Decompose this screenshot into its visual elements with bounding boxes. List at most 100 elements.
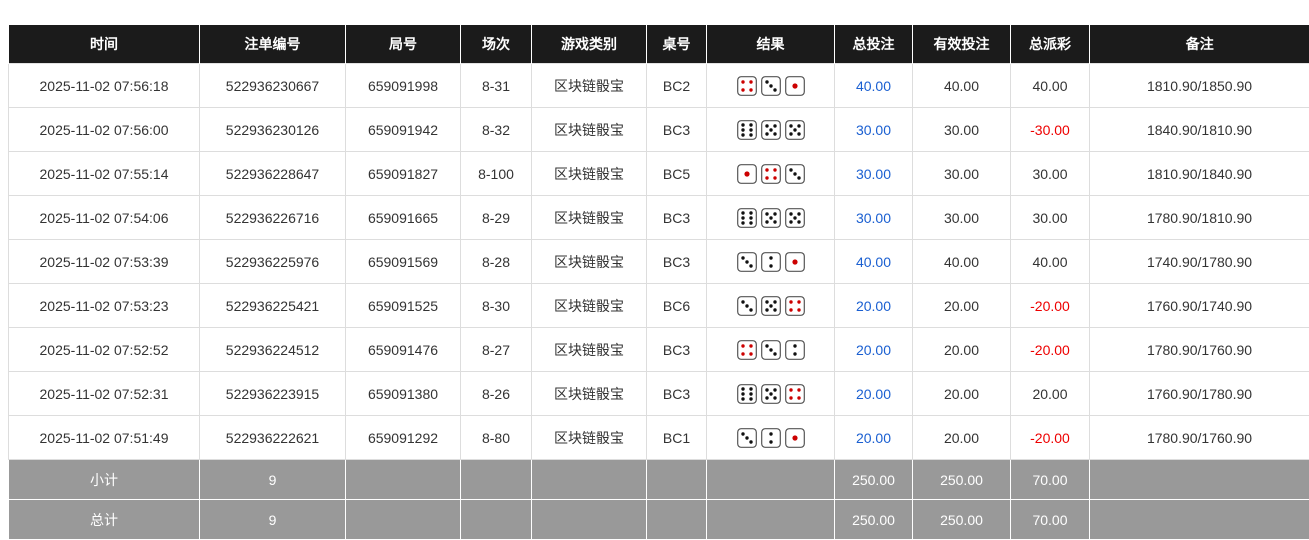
result-cell [707,152,835,196]
time-cell: 2025-11-02 07:52:31 [9,372,200,416]
empty-cell [1090,460,1309,500]
total-bet-cell: 30.00 [835,196,913,240]
note-cell: 1810.90/1840.90 [1090,152,1309,196]
empty-cell [346,460,461,500]
column-header: 时间 [9,25,200,64]
dice-3-icon [785,164,805,184]
total-bet-cell: 40.00 [835,64,913,108]
note-cell: 1780.90/1760.90 [1090,416,1309,460]
round-cell: 659091476 [346,328,461,372]
dice-5-icon [761,296,781,316]
valid-bet-cell: 20.00 [913,416,1011,460]
dice-3-icon [737,296,757,316]
session-cell: 8-26 [461,372,532,416]
dice-5-icon [785,120,805,140]
payout-cell: 30.00 [1011,152,1090,196]
game-type-cell: 区块链骰宝 [532,372,647,416]
payout-cell: -20.00 [1011,328,1090,372]
empty-cell [1090,500,1309,540]
session-cell: 8-28 [461,240,532,284]
footer-valid: 250.00 [913,460,1011,500]
order-id-cell: 522936230667 [200,64,346,108]
valid-bet-cell: 30.00 [913,108,1011,152]
order-id-cell: 522936228647 [200,152,346,196]
round-cell: 659091942 [346,108,461,152]
column-header: 总投注 [835,25,913,64]
dice-2-icon [761,252,781,272]
table-id-cell: BC3 [647,328,707,372]
round-cell: 659091998 [346,64,461,108]
total-bet-cell: 30.00 [835,108,913,152]
order-id-cell: 522936225976 [200,240,346,284]
payout-cell: -30.00 [1011,108,1090,152]
time-cell: 2025-11-02 07:51:49 [9,416,200,460]
round-cell: 659091525 [346,284,461,328]
dice-4-icon [761,164,781,184]
dice-3-icon [737,252,757,272]
footer-valid: 250.00 [913,500,1011,540]
result-cell [707,64,835,108]
valid-bet-cell: 40.00 [913,240,1011,284]
dice-1-icon [785,252,805,272]
empty-cell [532,460,647,500]
column-header: 场次 [461,25,532,64]
column-header: 总派彩 [1011,25,1090,64]
column-header: 游戏类别 [532,25,647,64]
note-cell: 1810.90/1850.90 [1090,64,1309,108]
order-id-cell: 522936230126 [200,108,346,152]
dice-4-icon [737,340,757,360]
footer-count: 9 [200,460,346,500]
dice-6-icon [737,208,757,228]
order-id-cell: 522936223915 [200,372,346,416]
dice-5-icon [785,208,805,228]
dice-3-icon [737,428,757,448]
dice-4-icon [785,384,805,404]
dice-4-icon [785,296,805,316]
round-cell: 659091665 [346,196,461,240]
valid-bet-cell: 20.00 [913,284,1011,328]
result-cell [707,372,835,416]
empty-cell [647,460,707,500]
empty-cell [647,500,707,540]
column-header: 桌号 [647,25,707,64]
dice-3-icon [761,76,781,96]
table-id-cell: BC5 [647,152,707,196]
table-id-cell: BC2 [647,64,707,108]
game-type-cell: 区块链骰宝 [532,284,647,328]
footer-label: 小计 [9,460,200,500]
note-cell: 1780.90/1810.90 [1090,196,1309,240]
dice-6-icon [737,120,757,140]
session-cell: 8-32 [461,108,532,152]
dice-5-icon [761,208,781,228]
empty-cell [346,500,461,540]
dice-6-icon [737,384,757,404]
total-bet-cell: 20.00 [835,372,913,416]
valid-bet-cell: 20.00 [913,328,1011,372]
column-header: 有效投注 [913,25,1011,64]
payout-cell: 40.00 [1011,240,1090,284]
table-id-cell: BC3 [647,196,707,240]
time-cell: 2025-11-02 07:56:00 [9,108,200,152]
game-type-cell: 区块链骰宝 [532,196,647,240]
order-id-cell: 522936224512 [200,328,346,372]
session-cell: 8-30 [461,284,532,328]
game-type-cell: 区块链骰宝 [532,108,647,152]
session-cell: 8-27 [461,328,532,372]
note-cell: 1740.90/1780.90 [1090,240,1309,284]
footer-label: 总计 [9,500,200,540]
footer-payout: 70.00 [1011,460,1090,500]
table-id-cell: BC3 [647,240,707,284]
result-cell [707,240,835,284]
valid-bet-cell: 20.00 [913,372,1011,416]
payout-cell: -20.00 [1011,284,1090,328]
note-cell: 1760.90/1780.90 [1090,372,1309,416]
note-cell: 1840.90/1810.90 [1090,108,1309,152]
result-cell [707,284,835,328]
game-type-cell: 区块链骰宝 [532,240,647,284]
footer-bet: 250.00 [835,500,913,540]
